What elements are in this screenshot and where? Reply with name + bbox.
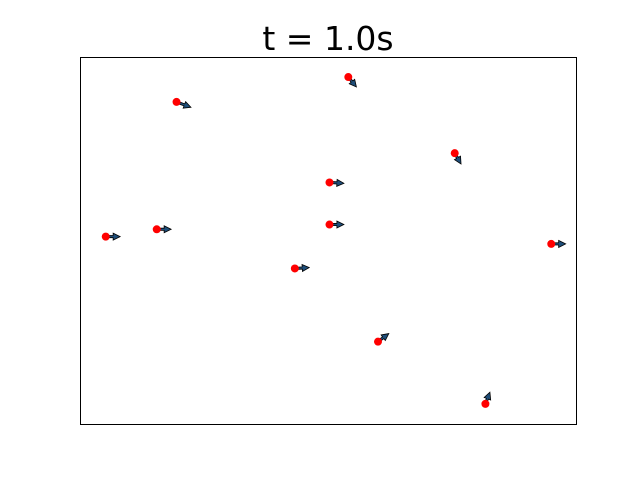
chart-title: t = 1.0s <box>262 19 393 58</box>
particle-point-11 <box>547 239 556 248</box>
scatter-points <box>101 73 556 408</box>
particle-point-1 <box>101 232 110 241</box>
plot-area-frame <box>80 57 577 425</box>
particle-point-3 <box>172 97 181 106</box>
particle-point-8 <box>374 337 382 346</box>
particle-point-7 <box>344 73 353 82</box>
particle-point-4 <box>290 264 299 273</box>
particle-point-2 <box>152 225 161 234</box>
particle-point-6 <box>325 178 334 187</box>
particle-point-5 <box>325 220 334 229</box>
particle-point-9 <box>450 149 459 158</box>
particle-point-10 <box>481 399 490 408</box>
